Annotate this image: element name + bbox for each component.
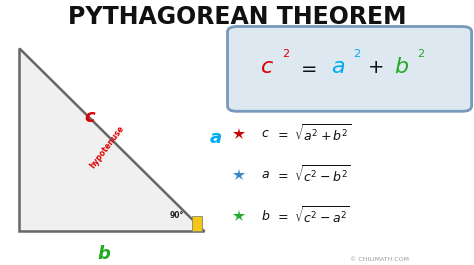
Text: $b$: $b$	[394, 58, 409, 77]
Text: 90°: 90°	[170, 211, 184, 220]
Text: b: b	[98, 245, 111, 263]
Text: $b$: $b$	[261, 209, 270, 223]
FancyBboxPatch shape	[228, 26, 472, 111]
Text: $=$: $=$	[275, 209, 289, 223]
Text: $\sqrt{c^2 - a^2}$: $\sqrt{c^2 - a^2}$	[294, 205, 350, 227]
Text: $c$: $c$	[260, 58, 273, 77]
Text: $c$: $c$	[261, 127, 269, 140]
Text: $\sqrt{c^2 - b^2}$: $\sqrt{c^2 - b^2}$	[294, 164, 350, 186]
Text: $\sqrt{a^2 + b^2}$: $\sqrt{a^2 + b^2}$	[294, 123, 351, 144]
Text: $2$: $2$	[282, 47, 290, 59]
Text: $=$: $=$	[275, 127, 289, 140]
Text: $=$: $=$	[297, 58, 317, 77]
Text: $2$: $2$	[417, 47, 425, 59]
Text: a: a	[210, 129, 222, 147]
Text: © CHILIMATH.COM: © CHILIMATH.COM	[350, 257, 409, 262]
Text: $a$: $a$	[331, 58, 345, 77]
Text: $+$: $+$	[367, 58, 384, 77]
Text: c: c	[85, 108, 95, 126]
Bar	[192, 216, 202, 231]
Text: hypotenuse: hypotenuse	[88, 124, 126, 170]
Text: $a$: $a$	[261, 168, 270, 182]
Text: $2$: $2$	[353, 47, 361, 59]
Polygon shape	[19, 48, 204, 231]
Text: PYTHAGOREAN THEOREM: PYTHAGOREAN THEOREM	[68, 5, 406, 29]
Text: $=$: $=$	[275, 168, 289, 182]
